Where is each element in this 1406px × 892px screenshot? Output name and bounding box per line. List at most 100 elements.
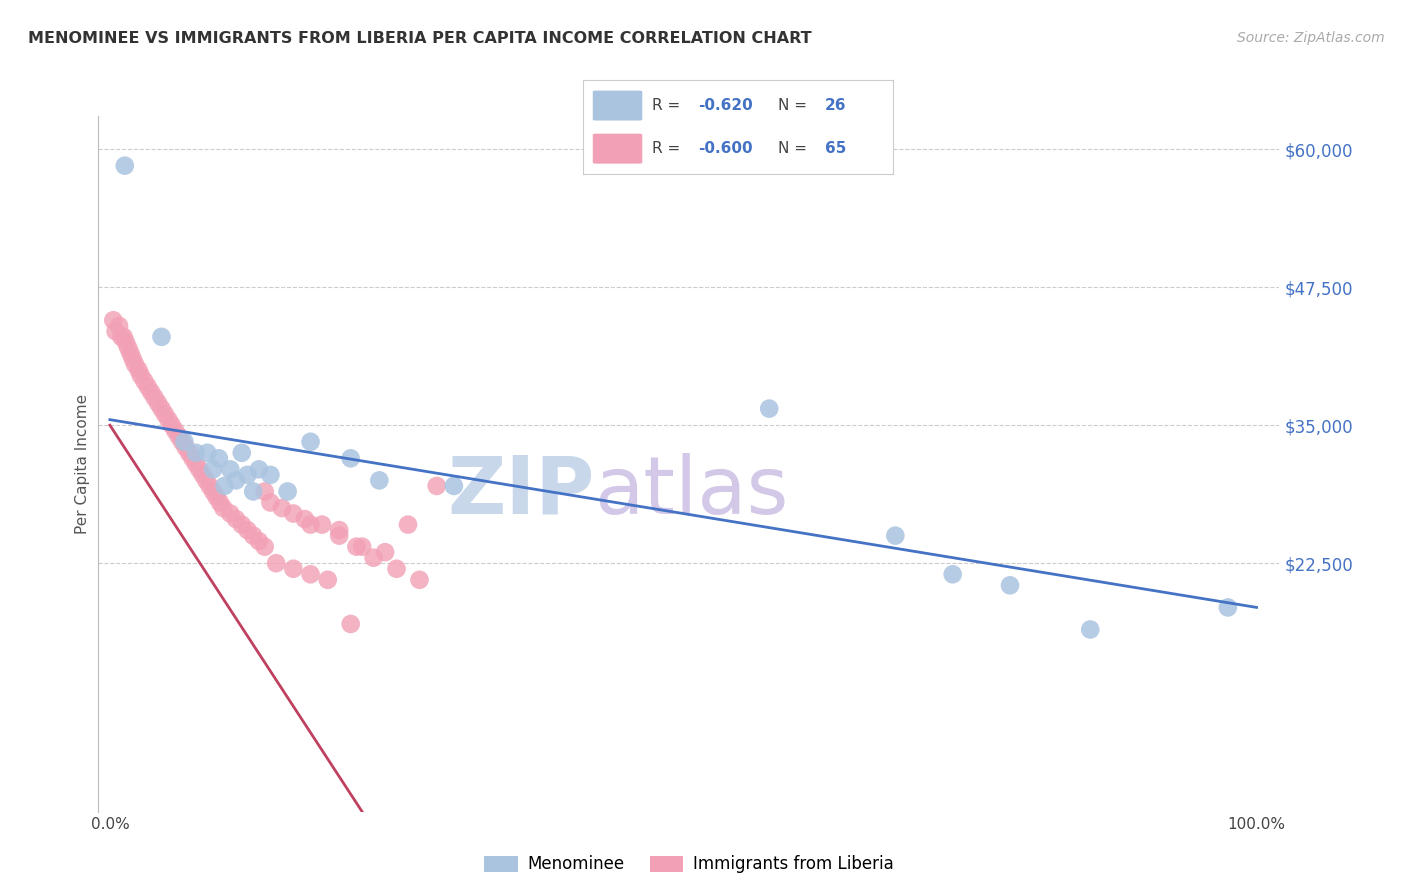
Point <box>328 528 350 542</box>
Text: N =: N = <box>779 98 813 113</box>
Point <box>247 534 270 549</box>
Point <box>277 484 299 499</box>
Point <box>121 351 143 366</box>
Point <box>259 467 281 482</box>
Point <box>129 368 152 383</box>
Point <box>110 330 132 344</box>
Point <box>184 457 207 471</box>
Point <box>150 401 173 416</box>
Point <box>426 479 449 493</box>
Point <box>117 341 139 355</box>
Point <box>115 335 138 350</box>
Point <box>443 479 465 493</box>
Point <box>172 434 194 449</box>
FancyBboxPatch shape <box>593 134 643 163</box>
Point <box>242 484 264 499</box>
Point <box>173 434 195 449</box>
Point <box>236 523 259 537</box>
Point <box>396 517 419 532</box>
Point <box>202 462 225 476</box>
Point <box>184 446 207 460</box>
Point <box>124 358 146 372</box>
Point <box>316 573 339 587</box>
Point <box>283 507 305 521</box>
Point <box>112 330 135 344</box>
Text: R =: R = <box>651 98 685 113</box>
Point <box>134 374 156 388</box>
Point <box>283 562 305 576</box>
Point <box>219 462 242 476</box>
Text: ZIP: ZIP <box>447 452 595 531</box>
Point <box>150 330 173 344</box>
Point <box>141 385 163 400</box>
Point <box>231 517 253 532</box>
Text: Source: ZipAtlas.com: Source: ZipAtlas.com <box>1237 31 1385 45</box>
Point <box>195 474 218 488</box>
Point <box>942 567 965 582</box>
Point <box>368 474 391 488</box>
Point <box>108 318 131 333</box>
Point <box>374 545 396 559</box>
Point <box>328 523 350 537</box>
Point <box>758 401 780 416</box>
Point <box>205 490 228 504</box>
Text: 26: 26 <box>825 98 846 113</box>
Point <box>120 346 142 360</box>
Point <box>165 424 187 438</box>
Point <box>181 451 204 466</box>
Point <box>311 517 333 532</box>
Point <box>128 363 150 377</box>
Point <box>160 418 183 433</box>
Text: N =: N = <box>779 141 813 156</box>
Point <box>167 429 190 443</box>
Point <box>143 391 166 405</box>
Point <box>136 379 159 393</box>
Point <box>157 412 180 426</box>
Text: -0.600: -0.600 <box>697 141 752 156</box>
Point <box>153 407 176 421</box>
Text: MENOMINEE VS IMMIGRANTS FROM LIBERIA PER CAPITA INCOME CORRELATION CHART: MENOMINEE VS IMMIGRANTS FROM LIBERIA PER… <box>28 31 811 46</box>
Point <box>114 159 136 173</box>
Text: 65: 65 <box>825 141 846 156</box>
Text: atlas: atlas <box>595 452 789 531</box>
Point <box>363 550 385 565</box>
Point <box>225 512 247 526</box>
Point <box>344 540 367 554</box>
Point <box>225 474 247 488</box>
Point <box>270 501 292 516</box>
Point <box>208 495 231 509</box>
Point <box>998 578 1021 592</box>
Point <box>202 484 225 499</box>
FancyBboxPatch shape <box>593 91 643 120</box>
Point <box>212 501 235 516</box>
Point <box>253 484 276 499</box>
Point <box>1078 623 1101 637</box>
Text: R =: R = <box>651 141 685 156</box>
Point <box>259 495 281 509</box>
Point <box>294 512 316 526</box>
Point <box>174 440 197 454</box>
Point <box>1216 600 1239 615</box>
Point <box>339 617 361 632</box>
Point <box>253 540 276 554</box>
Point <box>884 528 907 542</box>
Legend: Menominee, Immigrants from Liberia: Menominee, Immigrants from Liberia <box>478 848 900 880</box>
Point <box>104 324 127 338</box>
Point <box>352 540 374 554</box>
Point <box>299 434 322 449</box>
Point <box>231 446 253 460</box>
Point <box>408 573 430 587</box>
Point <box>299 567 322 582</box>
Point <box>219 507 242 521</box>
Point <box>247 462 270 476</box>
Point <box>198 479 221 493</box>
Y-axis label: Per Capita Income: Per Capita Income <box>75 393 90 534</box>
Point <box>177 446 200 460</box>
Point <box>191 467 214 482</box>
Point <box>236 467 259 482</box>
Point <box>385 562 408 576</box>
Point <box>214 479 236 493</box>
Point <box>188 462 211 476</box>
Point <box>208 451 231 466</box>
Text: -0.620: -0.620 <box>697 98 752 113</box>
